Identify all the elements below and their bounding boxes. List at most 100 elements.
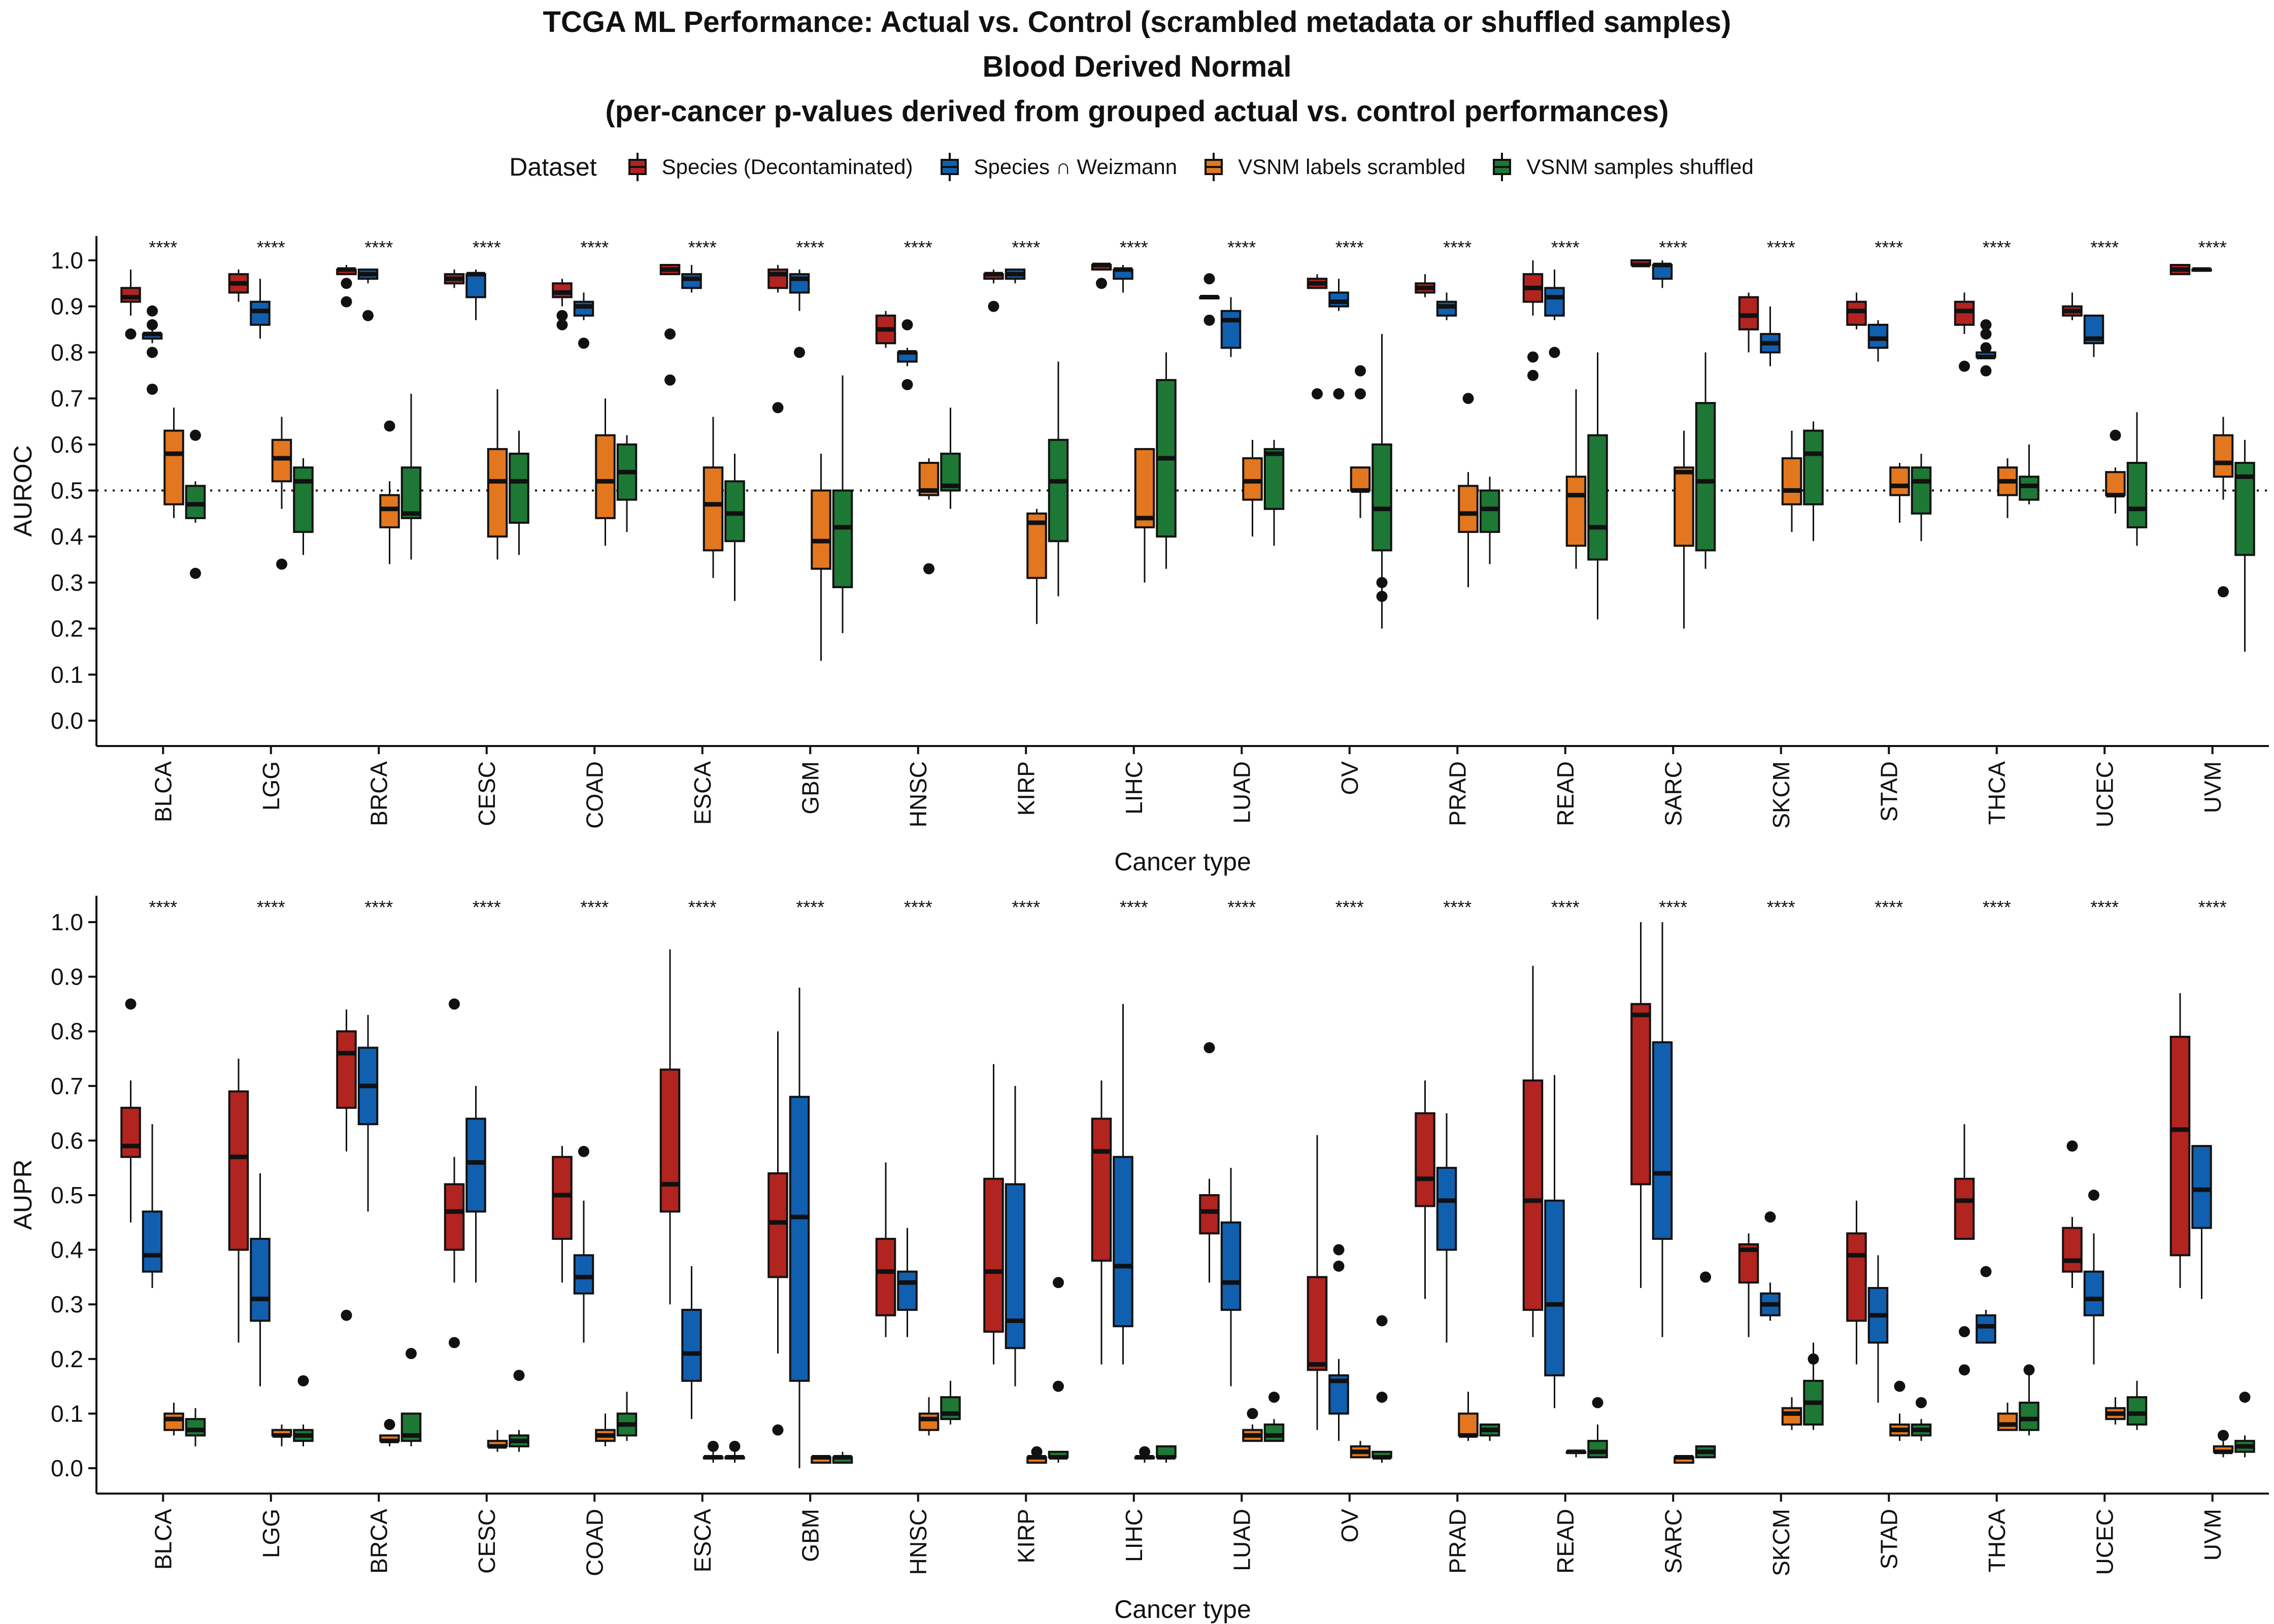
box-iqr bbox=[1091, 1118, 1112, 1262]
box-iqr bbox=[1199, 1194, 1220, 1235]
legend-title: Dataset bbox=[509, 153, 597, 181]
box-iqr bbox=[1911, 466, 1932, 515]
box-iqr bbox=[444, 1183, 465, 1251]
y-tick-label: 0.4 bbox=[51, 523, 83, 550]
box-iqr bbox=[2083, 1270, 2104, 1316]
significance-label: **** bbox=[2090, 237, 2119, 258]
x-tick-label: BLCA bbox=[150, 761, 176, 822]
box-outlier bbox=[988, 300, 999, 312]
box-iqr bbox=[2105, 471, 2126, 496]
box-outlier bbox=[1959, 1326, 1970, 1337]
x-tick-label: OV bbox=[1336, 1509, 1363, 1543]
x-tick-label: PRAD bbox=[1444, 1509, 1470, 1574]
box-iqr bbox=[1630, 1003, 1651, 1186]
significance-label: **** bbox=[1227, 897, 1256, 918]
y-tick-label: 0.6 bbox=[51, 431, 83, 458]
box-iqr bbox=[1372, 443, 1392, 552]
box-outlier bbox=[125, 998, 137, 1010]
box-outlier bbox=[1096, 278, 1107, 289]
significance-label: **** bbox=[2198, 237, 2227, 258]
x-tick-label: LIHC bbox=[1121, 1509, 1147, 1562]
x-tick-label: COAD bbox=[581, 1509, 608, 1576]
y-tick-label: 0.2 bbox=[51, 1346, 83, 1372]
significance-label: **** bbox=[364, 237, 393, 258]
box-iqr bbox=[573, 300, 594, 317]
box-iqr bbox=[1674, 466, 1694, 547]
box-outlier bbox=[1355, 365, 1366, 377]
box-iqr bbox=[1587, 1440, 1608, 1459]
box-iqr bbox=[1781, 457, 1802, 505]
box-iqr bbox=[1113, 1156, 1133, 1328]
y-tick-label: 0.5 bbox=[51, 478, 83, 504]
legend-item-species-weizmann: Species ∩ Weizmann bbox=[935, 153, 1177, 181]
box-iqr bbox=[2019, 476, 2039, 501]
box-outlier bbox=[2218, 586, 2229, 598]
y-tick-label: 0.3 bbox=[51, 569, 83, 596]
x-tick-label: ESCA bbox=[689, 761, 716, 825]
x-tick-label: STAD bbox=[1876, 761, 1902, 822]
significance-label: **** bbox=[1659, 897, 1687, 918]
box-outlier bbox=[147, 347, 158, 358]
box-outlier bbox=[1139, 1446, 1150, 1458]
box-iqr bbox=[1220, 310, 1242, 349]
box-outlier bbox=[772, 1424, 784, 1436]
legend-key-swatch bbox=[1488, 153, 1516, 181]
x-tick-label: PRAD bbox=[1444, 761, 1470, 826]
significance-label: **** bbox=[1551, 897, 1580, 918]
y-tick-label: 0.8 bbox=[51, 339, 83, 365]
legend-key-swatch bbox=[623, 153, 652, 181]
x-tick-label: OV bbox=[1336, 761, 1363, 795]
box-iqr bbox=[703, 466, 724, 552]
y-axis-label: AUPR bbox=[9, 1160, 37, 1230]
box-outlier bbox=[2088, 1190, 2099, 1201]
significance-label: **** bbox=[580, 897, 609, 918]
box-outlier bbox=[1980, 319, 1992, 330]
x-tick-label: CESC bbox=[474, 1509, 500, 1574]
x-tick-label: LUAD bbox=[1228, 1509, 1255, 1571]
significance-label: **** bbox=[2090, 897, 2119, 918]
chart-subtitle: Blood Derived Normal bbox=[982, 50, 1292, 83]
box-outlier bbox=[1980, 365, 1992, 377]
significance-label: **** bbox=[796, 897, 824, 918]
x-tick-label: LUAD bbox=[1228, 761, 1255, 824]
legend: Dataset Species (Decontaminated) Species… bbox=[0, 152, 2274, 182]
box-outlier bbox=[125, 328, 137, 340]
box-outlier bbox=[1376, 577, 1388, 588]
box-iqr bbox=[1652, 264, 1673, 280]
box-iqr bbox=[1436, 300, 1457, 317]
significance-label: **** bbox=[1443, 897, 1472, 918]
significance-label: **** bbox=[1335, 897, 1364, 918]
box-iqr bbox=[1522, 1079, 1544, 1311]
box-iqr bbox=[1307, 1276, 1328, 1371]
significance-label: **** bbox=[473, 897, 501, 918]
x-tick-label: THCA bbox=[1984, 761, 2010, 825]
x-tick-label: HNSC bbox=[905, 761, 931, 827]
box-outlier bbox=[1980, 328, 1992, 340]
box-outlier bbox=[1053, 1277, 1064, 1289]
box-iqr bbox=[509, 452, 529, 524]
box-iqr bbox=[1544, 287, 1565, 317]
x-tick-label: READ bbox=[1552, 761, 1579, 826]
box-outlier bbox=[276, 558, 287, 570]
box-outlier bbox=[923, 563, 934, 574]
x-axis-label: Cancer type bbox=[1114, 1595, 1251, 1623]
box-iqr bbox=[1350, 466, 1371, 492]
y-tick-label: 0.3 bbox=[51, 1291, 83, 1317]
significance-label: **** bbox=[1983, 237, 2011, 258]
box-outlier bbox=[1312, 388, 1323, 400]
box-outlier bbox=[190, 429, 201, 441]
box-iqr bbox=[1803, 429, 1824, 505]
y-axis-label: AUROC bbox=[9, 445, 37, 537]
box-iqr bbox=[465, 273, 486, 298]
box-outlier bbox=[1376, 591, 1388, 602]
box-iqr bbox=[120, 1106, 141, 1158]
box-outlier bbox=[1808, 1353, 1819, 1365]
significance-label: **** bbox=[580, 237, 609, 258]
x-axis-label: Cancer type bbox=[1114, 848, 1251, 876]
box-iqr bbox=[465, 1118, 486, 1213]
significance-label: **** bbox=[1227, 237, 1256, 258]
box-outlier bbox=[1247, 1408, 1258, 1419]
legend-key-swatch bbox=[935, 153, 964, 181]
significance-label: **** bbox=[364, 897, 393, 918]
box-outlier bbox=[556, 310, 568, 321]
